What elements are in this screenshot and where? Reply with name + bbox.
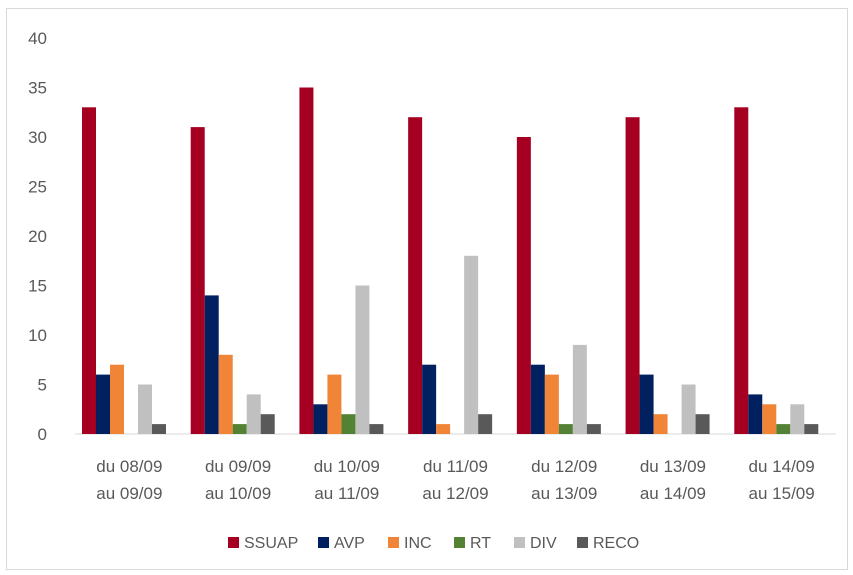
y-tick-label: 30 — [28, 128, 47, 147]
bar-reco — [586, 424, 601, 434]
bar-avp — [313, 404, 328, 434]
bar-avp — [748, 394, 763, 434]
bar-div — [138, 384, 152, 434]
bar-div — [572, 344, 587, 434]
legend-swatch-rt — [454, 537, 465, 548]
bar-avp — [530, 364, 545, 434]
x-tick-label: du 12/09 — [531, 457, 597, 476]
legend-swatch-ssuap — [228, 537, 239, 548]
bar-rt — [558, 424, 573, 434]
bar-div — [790, 404, 805, 434]
bar-rt — [776, 424, 791, 434]
x-tick-label: du 13/09 — [640, 457, 706, 476]
bar-reco — [695, 414, 710, 434]
y-tick-label: 0 — [38, 425, 47, 444]
x-tick-label: au 13/09 — [531, 484, 597, 503]
legend-label-avp: AVP — [334, 535, 365, 552]
legend-label-rt: RT — [470, 535, 491, 552]
bar-ssuap — [82, 107, 96, 435]
bar-inc — [110, 364, 124, 434]
bar-ssuap — [299, 87, 314, 434]
y-tick-label: 15 — [28, 277, 47, 296]
x-tick-label: au 11/09 — [314, 484, 379, 503]
bar-rt — [341, 414, 356, 434]
bar-avp — [204, 295, 219, 434]
legend-label-inc: INC — [404, 535, 432, 552]
chart-frame — [6, 8, 848, 570]
x-tick-label: au 10/09 — [205, 484, 271, 503]
bar-inc — [544, 374, 559, 434]
legend-label-reco: RECO — [593, 535, 639, 552]
y-tick-label: 25 — [28, 178, 47, 197]
bar-inc — [653, 414, 668, 434]
bar-avp — [639, 374, 654, 434]
legend-swatch-inc — [388, 537, 399, 548]
legend-swatch-reco — [577, 537, 588, 548]
bar-div — [464, 255, 479, 434]
bar-div — [246, 394, 261, 434]
legend-label-ssuap: SSUAP — [244, 535, 298, 552]
y-axis-ticks: 0 5 10 15 20 25 30 35 40 — [28, 29, 47, 444]
bar-div — [681, 384, 696, 434]
legend-swatch-avp — [318, 537, 329, 548]
x-axis-ticks: du 08/09 au 09/09 du 09/09 au 10/09 du 10/09… — [96, 457, 814, 503]
bar-avp — [422, 364, 437, 434]
bar-ssuap — [516, 137, 531, 434]
x-tick-label: du 08/09 — [96, 457, 162, 476]
x-tick-label: au 09/09 — [96, 484, 162, 503]
bar-ssuap — [734, 107, 749, 435]
bar-ssuap — [190, 127, 205, 434]
y-tick-label: 10 — [28, 326, 47, 345]
x-tick-label: au 12/09 — [422, 484, 488, 503]
y-tick-label: 40 — [28, 29, 47, 48]
legend-label-div: DIV — [530, 535, 557, 552]
bar-reco — [478, 414, 493, 434]
x-tick-label: du 10/09 — [314, 457, 380, 476]
x-tick-label: du 14/09 — [749, 457, 815, 476]
bar-inc — [762, 404, 777, 434]
y-tick-label: 35 — [28, 79, 47, 98]
bars — [82, 87, 819, 435]
bar-inc — [327, 374, 342, 434]
bar-reco — [804, 424, 819, 434]
bar-reco — [260, 414, 275, 434]
bar-rt — [232, 424, 247, 434]
bar-ssuap — [408, 117, 423, 434]
x-tick-label: au 15/09 — [749, 484, 815, 503]
legend-swatch-div — [514, 537, 525, 548]
y-tick-label: 20 — [28, 227, 47, 246]
legend: SSUAP AVP INC RT DIV RECO — [228, 535, 639, 552]
bar-inc — [218, 354, 233, 434]
x-tick-label: du 11/09 — [423, 457, 488, 476]
y-tick-label: 5 — [38, 376, 47, 395]
bar-reco — [369, 424, 384, 434]
bar-div — [355, 285, 370, 434]
bar-reco — [152, 424, 166, 434]
x-tick-label: du 09/09 — [205, 457, 271, 476]
bar-inc — [436, 424, 451, 434]
bar-avp — [96, 374, 110, 434]
x-tick-label: au 14/09 — [640, 484, 706, 503]
bar-ssuap — [625, 117, 640, 434]
